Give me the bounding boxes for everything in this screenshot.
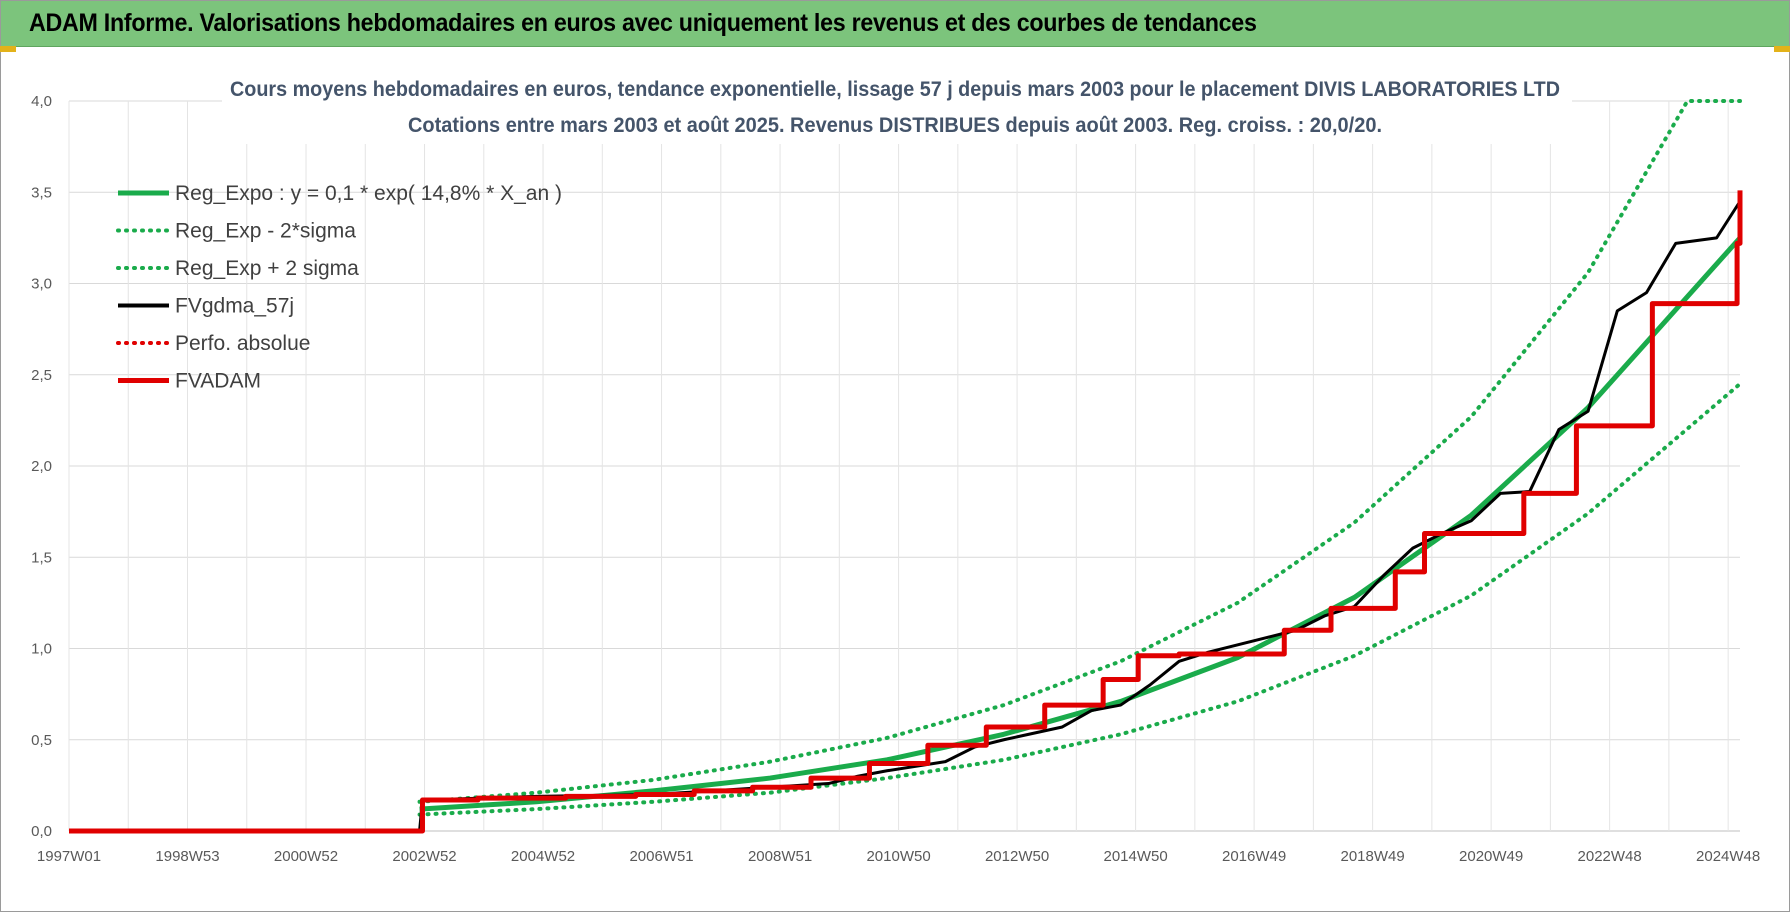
x-tick-label: 2016W49	[1222, 848, 1286, 865]
title-backdrop	[222, 72, 1572, 144]
y-tick-label: 2,0	[31, 458, 52, 475]
series-line-1	[417, 381, 1742, 817]
y-tick-label: 3,5	[31, 184, 52, 201]
x-tick-label: 2010W50	[866, 848, 930, 865]
y-tick-label: 1,5	[31, 549, 52, 566]
legend-label: Reg_Exp + 2 sigma	[175, 257, 359, 280]
x-tick-label: 2012W50	[985, 848, 1049, 865]
report-banner: ADAM Informe. Valorisations hebdomadaire…	[1, 1, 1789, 47]
x-tick-label: 2004W52	[511, 848, 575, 865]
legend-label: Reg_Exp - 2*sigma	[175, 220, 356, 243]
series-line-0	[419, 236, 1742, 812]
y-tick-label: 1,0	[31, 641, 52, 658]
corner-accent-right	[1774, 46, 1790, 52]
x-tick-label: 2008W51	[748, 848, 812, 865]
chart-subtitle: Cotations entre mars 2003 et août 2025. …	[408, 114, 1382, 137]
x-tick-label: 1998W53	[155, 848, 219, 865]
legend-label: FVADAM	[175, 370, 261, 393]
series-line-2	[417, 99, 1742, 804]
x-tick-label: 2002W52	[392, 848, 456, 865]
x-tick-label: 2018W49	[1341, 848, 1405, 865]
legend-label: Perfo. absolue	[175, 332, 310, 355]
y-tick-label: 3,0	[31, 276, 52, 293]
y-tick-label: 2,5	[31, 367, 52, 384]
corner-accent-left	[0, 46, 16, 52]
x-tick-label: 2014W50	[1103, 848, 1167, 865]
y-tick-label: 4,0	[31, 93, 52, 110]
x-tick-label: 2020W49	[1459, 848, 1523, 865]
legend-label: Reg_Expo : y = 0,1 * exp( 14,8% * X_an )	[175, 182, 562, 205]
x-tick-label: 1997W01	[37, 848, 101, 865]
x-tick-label: 2006W51	[629, 848, 693, 865]
series-line-3	[69, 200, 1742, 833]
series-line-5	[69, 190, 1743, 834]
x-tick-label: 2022W48	[1578, 848, 1642, 865]
x-tick-label: 2000W52	[274, 848, 338, 865]
y-tick-label: 0,0	[31, 823, 52, 840]
y-tick-label: 0,5	[31, 732, 52, 749]
chart-title: Cours moyens hebdomadaires en euros, ten…	[230, 78, 1560, 101]
x-tick-label: 2024W48	[1696, 848, 1760, 865]
legend-label: FVgdma_57j	[175, 295, 294, 318]
banner-title: ADAM Informe. Valorisations hebdomadaire…	[29, 9, 1257, 37]
